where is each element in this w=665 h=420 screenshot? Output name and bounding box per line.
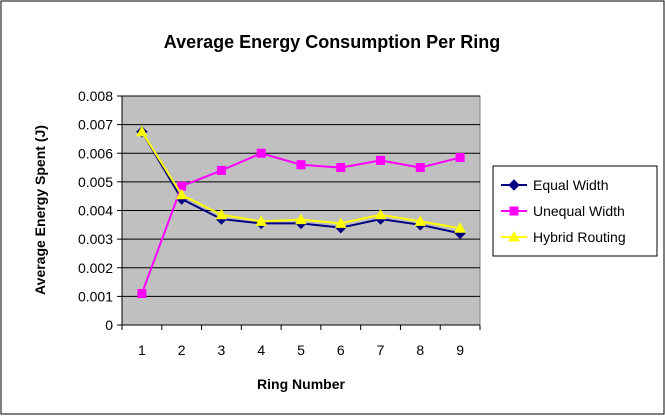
data-point xyxy=(215,208,228,220)
legend-marker xyxy=(509,206,519,216)
x-tick-label: 2 xyxy=(178,342,186,358)
legend-label: Hybrid Routing xyxy=(533,229,626,245)
x-tick-label: 6 xyxy=(337,342,345,358)
y-tick-label: 0.002 xyxy=(78,260,113,276)
legend-item: Unequal Width xyxy=(501,203,625,219)
x-tick-label: 7 xyxy=(377,342,385,358)
y-axis-title: Average Energy Spent (J) xyxy=(32,125,48,295)
data-point xyxy=(336,163,346,173)
data-point xyxy=(175,188,188,200)
x-tick-label: 9 xyxy=(456,342,464,358)
data-point xyxy=(334,217,347,228)
y-tick-label: 0.003 xyxy=(78,231,113,247)
data-point xyxy=(376,155,386,165)
data-point xyxy=(414,215,427,226)
y-tick-label: 0.004 xyxy=(78,203,113,219)
x-tick-label: 5 xyxy=(297,342,305,358)
x-tick-label: 1 xyxy=(138,342,146,358)
data-point xyxy=(374,208,387,220)
y-tick-label: 0.006 xyxy=(78,145,113,161)
data-point xyxy=(136,125,148,137)
data-point xyxy=(137,289,147,299)
y-tick-label: 0 xyxy=(105,317,113,333)
x-tick-label: 3 xyxy=(218,342,226,358)
chart-title: Average Energy Consumption Per Ring xyxy=(164,32,500,52)
y-axis: 0 0.001 0.002 0.003 0.004 0.005 0.006 0.007 0.00… xyxy=(78,88,123,333)
y-tick-label: 0.008 xyxy=(78,88,113,104)
data-point xyxy=(295,213,307,225)
y-tick-label: 0.007 xyxy=(78,117,113,133)
legend-label: Unequal Width xyxy=(533,203,625,219)
data-point xyxy=(216,165,226,175)
x-axis: 1 2 3 4 5 6 7 8 9 xyxy=(121,324,481,358)
data-point xyxy=(455,153,465,163)
data-point xyxy=(256,148,266,158)
data-point xyxy=(255,215,268,226)
y-tick-label: 0.005 xyxy=(78,174,113,190)
x-tick-label: 8 xyxy=(416,342,424,358)
x-tick-label: 4 xyxy=(257,342,265,358)
legend-marker xyxy=(508,179,520,191)
legend-item: Equal Width xyxy=(501,177,608,193)
y-tick-label: 0.001 xyxy=(78,288,113,304)
legend-marker xyxy=(508,230,520,242)
legend-label: Equal Width xyxy=(533,177,608,193)
data-point xyxy=(296,160,306,170)
data-point xyxy=(415,163,425,173)
x-axis-title: Ring Number xyxy=(257,376,345,392)
series-layer xyxy=(136,125,466,299)
legend-item: Hybrid Routing xyxy=(501,229,626,245)
legend: Equal Width Unequal Width Hybrid Routing xyxy=(492,165,658,257)
series-hybrid-routing xyxy=(136,125,466,233)
data-point xyxy=(454,222,466,233)
